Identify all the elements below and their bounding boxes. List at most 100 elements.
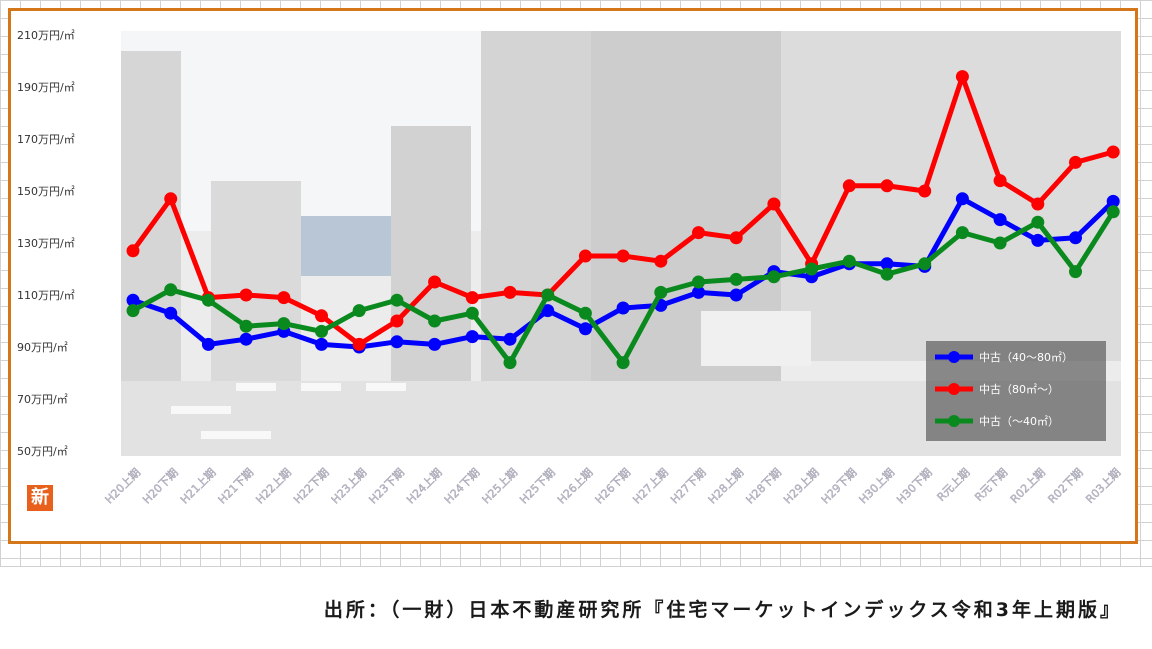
- data-point: [1031, 215, 1045, 229]
- data-point: [277, 317, 291, 331]
- data-point: [315, 324, 328, 338]
- data-point: [239, 288, 253, 302]
- x-tick-label: H28上期: [706, 466, 747, 507]
- data-point: [918, 184, 932, 198]
- y-tick-label: 170万円/㎡: [17, 133, 75, 146]
- data-point: [164, 306, 178, 320]
- y-tick-label: 210万円/㎡: [17, 29, 75, 42]
- data-point: [126, 293, 140, 307]
- line-chart: 210万円/㎡ 190万円/㎡ 170万円/㎡ 150万円/㎡ 130万円/㎡ 110万円…: [17, 29, 1124, 507]
- x-tick-label: H21上期: [178, 466, 219, 507]
- y-tick-label: 90万円/㎡: [17, 341, 68, 354]
- x-tick-label: H25下期: [517, 466, 558, 507]
- x-tick-label: H22上期: [253, 466, 294, 507]
- data-point: [465, 306, 479, 320]
- x-tick-label: H24下期: [442, 466, 483, 507]
- data-point: [503, 356, 517, 370]
- x-tick-label: H30上期: [857, 466, 898, 507]
- data-point: [578, 322, 592, 336]
- data-point: [1106, 145, 1120, 159]
- data-point: [541, 288, 555, 302]
- data-point: [616, 356, 630, 370]
- data-point: [428, 275, 442, 289]
- x-tick-label: R03上期: [1083, 466, 1123, 506]
- data-point: [842, 179, 856, 193]
- data-point: [277, 291, 291, 305]
- data-point: [692, 275, 705, 289]
- data-point: [428, 337, 442, 351]
- data-point: [880, 267, 894, 281]
- x-tick-label: H27上期: [630, 466, 671, 507]
- x-tick-label: H26上期: [555, 466, 596, 507]
- data-point: [616, 301, 630, 315]
- data-point: [955, 70, 969, 84]
- chart-frame: 210万円/㎡ 190万円/㎡ 170万円/㎡ 150万円/㎡ 130万円/㎡ 110万円…: [8, 8, 1138, 544]
- data-point: [654, 285, 668, 299]
- data-point: [692, 285, 705, 299]
- data-point: [955, 192, 969, 206]
- data-point: [880, 257, 894, 271]
- data-point: [729, 231, 743, 245]
- series-2: [126, 205, 1120, 370]
- data-point: [692, 226, 705, 240]
- source-note: 出所：（一財）日本不動産研究所『住宅マーケットインデックス令和3年上期版』: [323, 599, 1122, 621]
- x-tick-label: H27下期: [668, 466, 709, 507]
- data-point: [767, 197, 781, 211]
- y-tick-label: 150万円/㎡: [17, 185, 75, 198]
- data-point: [729, 272, 743, 286]
- x-tick-label: H20下期: [140, 466, 181, 507]
- x-axis: H20上期H20下期H21上期H21下期H22上期H22下期H23上期H23下期…: [102, 466, 1123, 507]
- data-point: [1069, 155, 1082, 169]
- data-point: [729, 288, 743, 302]
- data-point: [239, 332, 253, 346]
- data-point: [955, 226, 969, 240]
- legend-label: 中古（40～80㎡）: [979, 351, 1073, 364]
- data-point: [805, 262, 819, 276]
- data-point: [993, 174, 1007, 188]
- data-point: [654, 254, 668, 268]
- data-point: [842, 254, 856, 268]
- y-tick-label: 50万円/㎡: [17, 445, 68, 458]
- x-tick-label: H21下期: [216, 466, 257, 507]
- data-point: [1069, 231, 1082, 245]
- y-tick-label: 130万円/㎡: [17, 237, 75, 250]
- x-tick-label: R02上期: [1008, 466, 1048, 506]
- legend: 中古（40～80㎡） 中古（80㎡～） 中古（～40㎡）: [926, 341, 1106, 441]
- legend-label: 中古（～40㎡）: [979, 415, 1059, 428]
- y-axis: 210万円/㎡ 190万円/㎡ 170万円/㎡ 150万円/㎡ 130万円/㎡ 110万円…: [17, 29, 75, 458]
- data-point: [201, 337, 215, 351]
- x-tick-label: H23下期: [367, 466, 408, 507]
- data-point: [578, 306, 592, 320]
- x-tick-label: H30下期: [894, 466, 935, 507]
- x-tick-label: H25上期: [480, 466, 521, 507]
- data-point: [880, 179, 894, 193]
- x-tick-label: H23上期: [329, 466, 370, 507]
- x-tick-label: H24上期: [404, 466, 445, 507]
- data-point: [616, 249, 630, 263]
- y-tick-label: 110万円/㎡: [17, 289, 75, 302]
- x-tick-label: H20上期: [103, 466, 144, 507]
- legend-swatch-marker: [948, 415, 960, 427]
- series-layer: [126, 70, 1120, 370]
- data-point: [767, 270, 781, 284]
- data-point: [1106, 205, 1120, 219]
- data-point: [390, 293, 404, 307]
- data-point: [1031, 197, 1045, 211]
- series-0: [126, 192, 1120, 354]
- data-point: [1069, 265, 1082, 279]
- data-point: [352, 304, 366, 318]
- data-point: [164, 192, 178, 206]
- data-point: [315, 337, 328, 351]
- x-tick-label: H26下期: [593, 466, 634, 507]
- x-tick-label: H29下期: [819, 466, 860, 507]
- data-point: [918, 257, 932, 271]
- data-point: [352, 337, 366, 351]
- x-tick-label: H28下期: [744, 466, 785, 507]
- data-point: [1106, 194, 1120, 208]
- x-tick-label: H22下期: [291, 466, 332, 507]
- data-point: [465, 330, 479, 344]
- data-point: [315, 309, 328, 323]
- x-tick-label: R02下期: [1046, 466, 1086, 506]
- source-band: 出所：（一財）日本不動産研究所『住宅マーケットインデックス令和3年上期版』: [0, 566, 1152, 649]
- x-tick-label: R元上期: [935, 466, 973, 504]
